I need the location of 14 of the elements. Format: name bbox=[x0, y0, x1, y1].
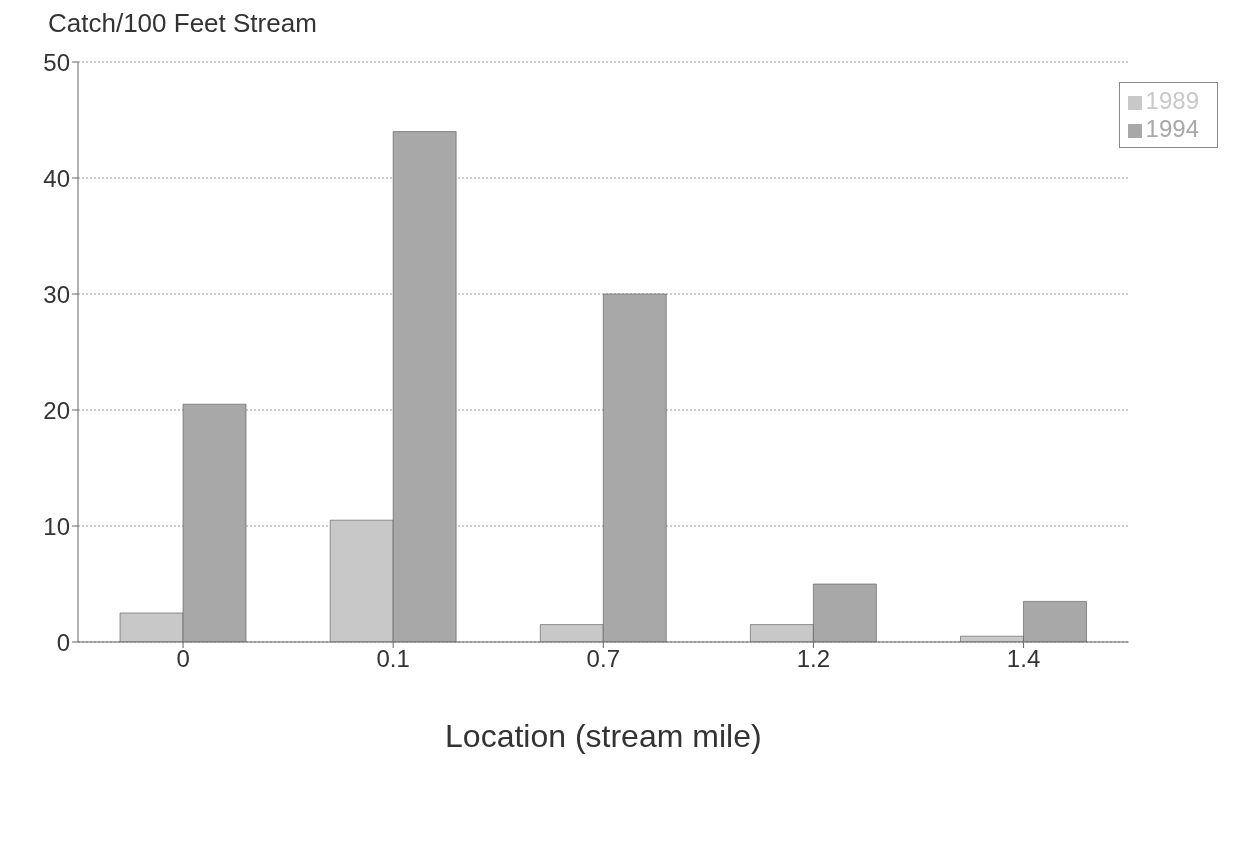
chart-title: Catch/100 Feet Stream bbox=[48, 8, 318, 40]
y-tick-label: 0 bbox=[56, 628, 70, 656]
x-tick-label: 0 bbox=[176, 645, 190, 673]
y-tick-label: 40 bbox=[43, 164, 70, 192]
x-tick-label: 0.7 bbox=[586, 645, 620, 673]
x-tick-label: 1.4 bbox=[1006, 645, 1041, 673]
x-tick-label: 1.2 bbox=[796, 645, 831, 673]
y-tick-label: 30 bbox=[43, 280, 70, 308]
legend-label: 1994 bbox=[1145, 115, 1199, 142]
y-tick-label: 20 bbox=[43, 396, 70, 424]
x-tick-label: 0.1 bbox=[376, 645, 410, 673]
y-tick-label: 10 bbox=[43, 512, 70, 540]
y-tick-label: 50 bbox=[43, 48, 70, 76]
x-axis-title: Location (stream mile) bbox=[445, 718, 762, 754]
